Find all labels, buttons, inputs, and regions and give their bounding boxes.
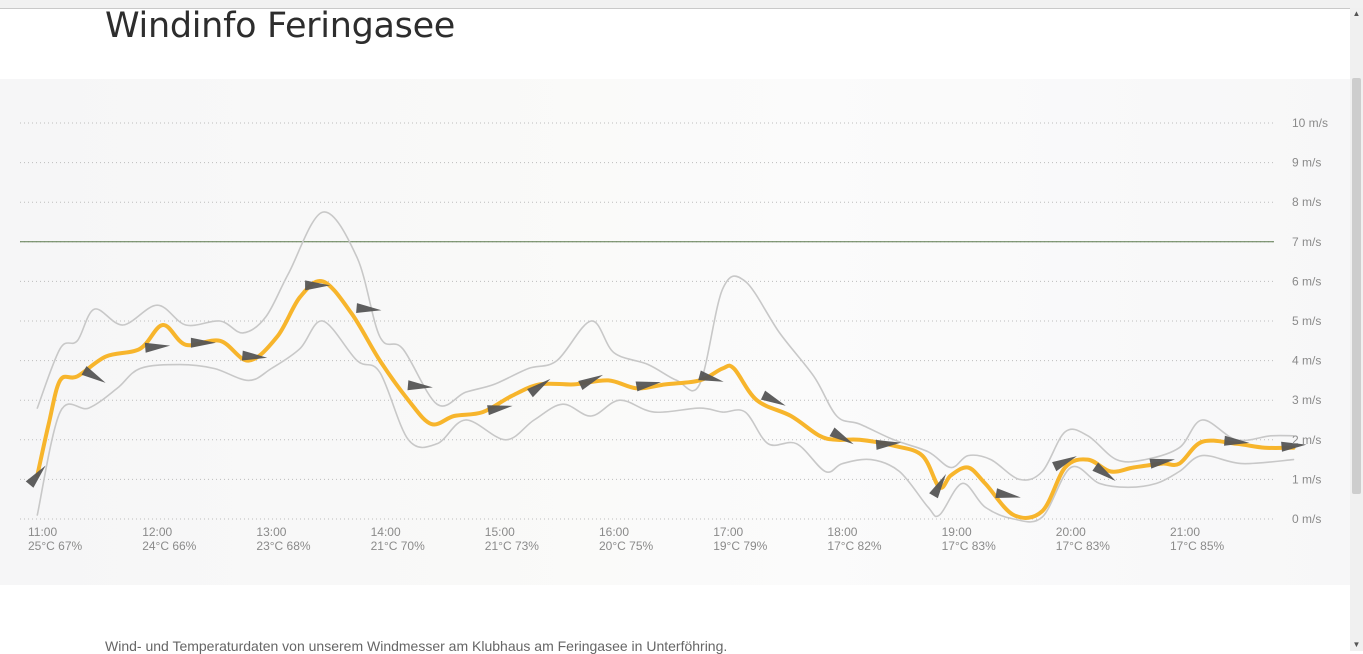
x-tick-time: 14:00 <box>371 525 401 539</box>
wind-direction-arrow <box>25 465 46 488</box>
wind-direction-arrow <box>407 380 433 391</box>
x-tick-weather: 21°C 73% <box>485 539 539 553</box>
wind-direction-arrow <box>635 381 662 392</box>
y-tick-label: 1 m/s <box>1292 472 1321 486</box>
wind-direction-arrow <box>144 342 171 353</box>
x-tick-time: 18:00 <box>827 525 857 539</box>
y-tick-label: 10 m/s <box>1292 116 1328 130</box>
wind-direction-arrow <box>1149 458 1176 469</box>
page-title: Windinfo Feringasee <box>105 6 456 46</box>
x-tick-time: 21:00 <box>1170 525 1200 539</box>
x-tick-weather: 25°C 67% <box>28 539 82 553</box>
wind-direction-arrow <box>1052 456 1077 472</box>
wind-direction-arrow <box>81 366 106 383</box>
y-tick-label: 5 m/s <box>1292 314 1321 328</box>
x-tick-time: 17:00 <box>713 525 743 539</box>
wind-direction-arrow <box>487 405 513 416</box>
x-tick-weather: 17°C 83% <box>1056 539 1110 553</box>
scroll-down-arrow-icon[interactable]: ▼ <box>1352 640 1361 649</box>
x-tick-weather: 17°C 85% <box>1170 539 1224 553</box>
wind-direction-arrow <box>241 350 268 361</box>
y-tick-label: 7 m/s <box>1292 235 1321 249</box>
average-wind-line <box>35 278 1296 520</box>
y-tick-label: 0 m/s <box>1292 512 1321 526</box>
wind-direction-arrow <box>829 427 854 445</box>
wind-direction-arrow <box>305 280 331 291</box>
x-tick-time: 12:00 <box>142 525 172 539</box>
x-tick-time: 13:00 <box>256 525 286 539</box>
x-tick-time: 11:00 <box>28 525 57 539</box>
y-axis-labels: 0 m/s 1 m/s 2 m/s 3 m/s 4 m/s 5 m/s 6 m/s 7 m/s… <box>1292 116 1328 526</box>
wind-direction-arrow <box>578 374 603 391</box>
x-tick-weather: 24°C 66% <box>142 539 196 553</box>
wind-direction-arrow <box>929 474 946 499</box>
x-tick-time: 16:00 <box>599 525 629 539</box>
wind-direction-arrow <box>1092 462 1116 481</box>
wind-direction-arrow <box>356 303 382 314</box>
y-tick-label: 8 m/s <box>1292 195 1321 209</box>
y-tick-label: 6 m/s <box>1292 274 1321 288</box>
wind-direction-arrow <box>875 439 902 450</box>
wind-direction-arrow <box>1281 441 1307 452</box>
browser-top-edge <box>0 0 1363 9</box>
wind-direction-arrow <box>1224 435 1250 446</box>
x-tick-time: 20:00 <box>1056 525 1086 539</box>
wind-chart: 0 m/s 1 m/s 2 m/s 3 m/s 4 m/s 5 m/s 6 m/s 7 m/s… <box>20 116 1328 553</box>
wind-direction-arrows <box>25 280 1307 499</box>
scroll-thumb[interactable] <box>1352 78 1361 494</box>
x-tick-time: 15:00 <box>485 525 515 539</box>
x-tick-weather: 21°C 70% <box>371 539 425 553</box>
x-tick-time: 19:00 <box>942 525 972 539</box>
wind-direction-arrow <box>760 390 786 406</box>
x-tick-weather: 20°C 75% <box>599 539 653 553</box>
x-tick-weather: 19°C 79% <box>713 539 767 553</box>
max-wind-line <box>36 211 1295 481</box>
average-wind-line <box>35 278 1296 520</box>
y-tick-label: 9 m/s <box>1292 156 1321 170</box>
wind-direction-arrow <box>527 378 551 398</box>
x-tick-weather: 23°C 68% <box>256 539 310 553</box>
wind-chart-panel: 0 m/s 1 m/s 2 m/s 3 m/s 4 m/s 5 m/s 6 m/s 7 m/s… <box>0 79 1350 585</box>
y-tick-label: 4 m/s <box>1292 354 1321 368</box>
vertical-scrollbar[interactable]: ▲ ▼ <box>1350 8 1363 651</box>
y-tick-label: 2 m/s <box>1292 433 1321 447</box>
gust-band <box>36 211 1295 523</box>
wind-direction-arrow <box>995 488 1021 499</box>
page-description: Wind- und Temperaturdaten von unserem Wi… <box>105 638 728 654</box>
x-tick-weather: 17°C 82% <box>827 539 881 553</box>
min-wind-line <box>36 320 1295 523</box>
wind-direction-arrow <box>190 337 216 348</box>
y-tick-label: 3 m/s <box>1292 393 1321 407</box>
x-tick-weather: 17°C 83% <box>942 539 996 553</box>
scroll-up-arrow-icon[interactable]: ▲ <box>1352 9 1361 18</box>
wind-direction-arrow <box>698 370 724 382</box>
